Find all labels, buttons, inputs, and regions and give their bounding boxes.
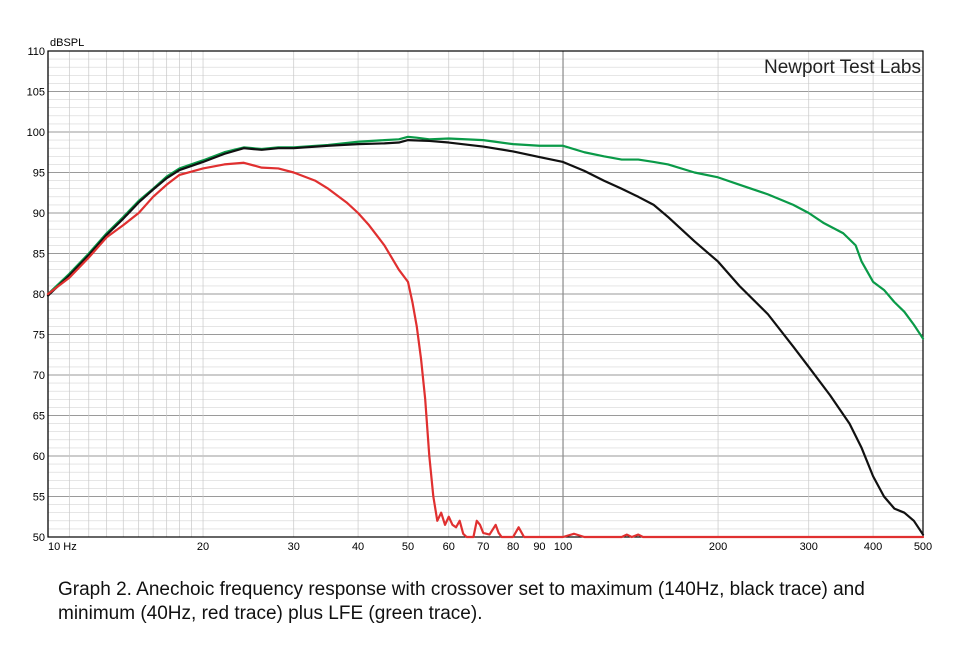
x-tick-label: 500	[914, 541, 932, 553]
y-tick-label: 55	[33, 492, 45, 504]
series-lines	[46, 135, 925, 539]
x-tick-label: 300	[800, 541, 818, 553]
y-tick-label: 100	[27, 127, 45, 139]
x-tick-label: 80	[507, 541, 519, 553]
y-tick-label: 70	[33, 370, 45, 382]
grid-lines	[47, 50, 924, 538]
y-tick-label: 80	[33, 289, 45, 301]
series-line-1	[46, 135, 925, 340]
watermark-label: Newport Test Labs	[764, 57, 921, 78]
figure-caption: Graph 2. Anechoic frequency response wit…	[58, 579, 865, 624]
y-tick-label: 65	[33, 411, 45, 423]
series-line-2	[46, 139, 925, 536]
y-tick-label: 105	[27, 87, 45, 99]
series-line-3	[46, 161, 925, 539]
x-tick-label: 100	[554, 541, 572, 553]
y-tick-label: 110	[27, 46, 45, 58]
x-tick-label: 70	[477, 541, 489, 553]
x-tick-label: 20	[197, 541, 209, 553]
x-tick-label: 200	[709, 541, 727, 553]
y-tick-labels: 50 55 60 65 70 75 80 85 90 95 100 105 110	[27, 46, 45, 544]
y-tick-label: 90	[33, 208, 45, 220]
x-tick-label: 10 Hz	[48, 541, 77, 553]
y-tick-label: 50	[33, 532, 45, 544]
y-tick-label: 60	[33, 451, 45, 463]
y-tick-label: 95	[33, 168, 45, 180]
x-tick-label: 40	[352, 541, 364, 553]
x-tick-label: 30	[288, 541, 300, 553]
x-tick-label: 90	[533, 541, 545, 553]
x-tick-label: 400	[864, 541, 882, 553]
y-axis-unit-label: dBSPL	[50, 37, 84, 49]
y-tick-label: 75	[33, 330, 45, 342]
x-tick-labels: 10 Hz 20 30 40 50 60 70 80 90 100 200 300 400 500	[48, 541, 932, 553]
x-tick-label: 60	[443, 541, 455, 553]
frequency-response-chart: 50 55 60 65 70 75 80 85 90 95 100 105 110 10 Hz 20 30 4…	[27, 37, 933, 553]
x-tick-label: 50	[402, 541, 414, 553]
y-tick-label: 85	[33, 249, 45, 261]
